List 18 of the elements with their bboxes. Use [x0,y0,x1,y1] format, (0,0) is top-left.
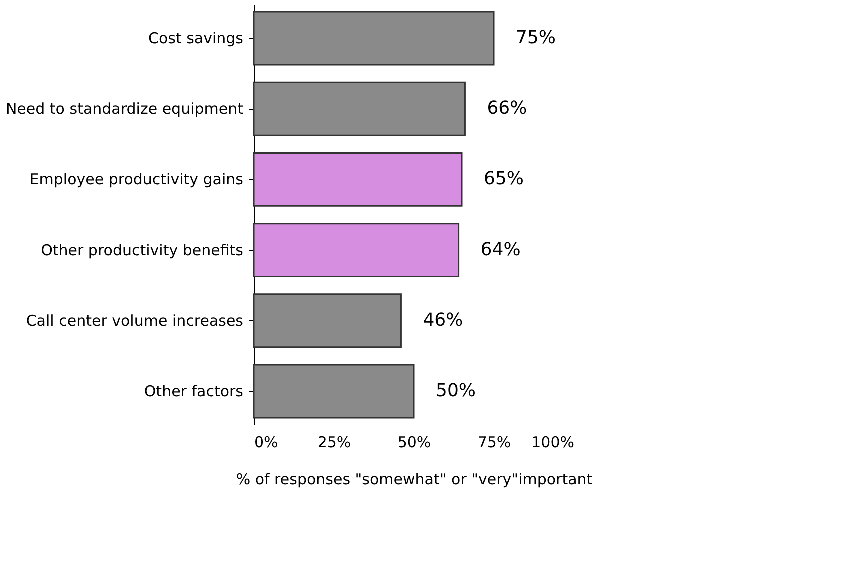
x-tick-label: 50% [398,434,432,452]
data-label: 66% [487,98,528,120]
data-label: 65% [484,168,524,190]
x-axis-title: % of responses "somewhat" or "very"important [236,470,593,488]
y-tick-label: Call center volume increases [26,312,244,330]
data-label: 75% [516,28,556,49]
data-label: 64% [480,239,521,260]
x-tick-label: 0% [254,434,278,452]
data-label: 46% [423,310,464,331]
y-tick-label: Employee productivity gains [30,170,244,189]
x-tick-label: 75% [478,434,512,452]
x-tick-label: 100% [532,434,574,452]
y-tick-label: Cost savings [148,30,244,48]
data-label: 50% [436,380,476,402]
x-tick-label: 25% [318,434,352,452]
y-tick-label: Need to standardize equipment [6,100,244,118]
y-tick-label: Other factors [144,382,244,400]
y-tick-label: Other productivity benefits [41,241,244,260]
